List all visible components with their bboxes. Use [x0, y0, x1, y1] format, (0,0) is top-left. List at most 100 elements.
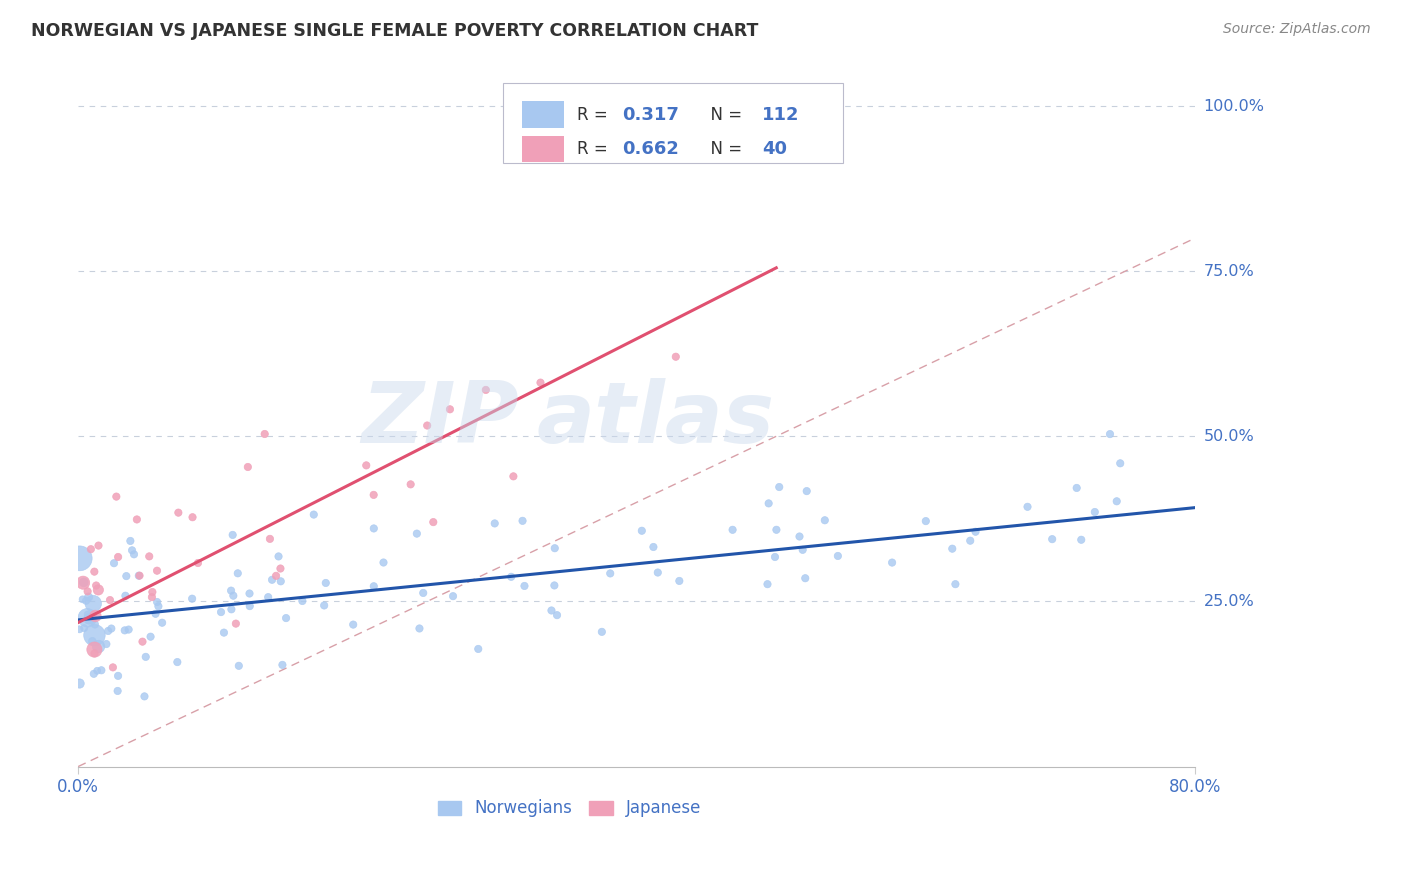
Point [87, 582, 110, 597]
Point [789, 529, 811, 543]
Text: atlas: atlas [536, 378, 775, 461]
Point [97, 624, 120, 638]
Point [546, 608, 568, 623]
Point [125, 512, 148, 526]
Point [228, 658, 250, 673]
Point [135, 649, 157, 664]
Point [965, 524, 987, 539]
Point [120, 533, 142, 548]
Point [814, 513, 837, 527]
Point [219, 583, 242, 598]
Point [342, 617, 364, 632]
Point [117, 623, 139, 637]
Point [87, 539, 110, 553]
Point [82, 597, 104, 611]
Point [238, 586, 260, 600]
Point [484, 516, 506, 531]
Point [105, 490, 128, 504]
Point [122, 547, 145, 561]
Point [77, 612, 100, 626]
Text: Source: ZipAtlas.com: Source: ZipAtlas.com [1223, 22, 1371, 37]
Text: 112: 112 [762, 105, 799, 123]
Point [84, 617, 107, 632]
Point [959, 533, 981, 548]
Point [141, 585, 163, 599]
Point [134, 690, 156, 704]
Point [408, 622, 430, 636]
Text: N =: N = [700, 105, 748, 123]
Point [77, 590, 100, 604]
Point [73, 575, 96, 590]
Point [1017, 500, 1039, 514]
Point [181, 510, 204, 524]
Point [271, 657, 294, 672]
Point [291, 594, 314, 608]
Point [630, 524, 652, 538]
Point [1066, 481, 1088, 495]
Point [83, 666, 105, 681]
Point [76, 607, 98, 622]
Point [98, 593, 121, 607]
Point [225, 616, 247, 631]
Point [253, 427, 276, 442]
Point [880, 556, 903, 570]
Point [114, 624, 136, 638]
Point [794, 571, 817, 585]
Point [270, 574, 292, 589]
Point [274, 611, 297, 625]
Point [69, 551, 91, 566]
Point [72, 575, 94, 590]
Point [128, 568, 150, 582]
Point [441, 589, 464, 603]
Point [941, 541, 963, 556]
Point [591, 624, 613, 639]
Point [513, 579, 536, 593]
Point [75, 593, 97, 607]
Point [103, 556, 125, 570]
Point [84, 609, 107, 624]
Point [96, 637, 118, 651]
Point [72, 592, 94, 607]
Point [827, 549, 849, 563]
Text: ZIP: ZIP [361, 378, 519, 461]
FancyBboxPatch shape [522, 136, 564, 162]
Point [148, 599, 170, 614]
Point [267, 549, 290, 564]
Point [1070, 533, 1092, 547]
Point [181, 591, 204, 606]
Point [73, 621, 96, 635]
Point [467, 642, 489, 657]
FancyBboxPatch shape [522, 102, 564, 128]
Point [512, 514, 534, 528]
Point [212, 625, 235, 640]
Point [1105, 494, 1128, 508]
Point [314, 599, 336, 613]
Point [796, 484, 818, 499]
Point [139, 630, 162, 644]
Text: 50.0%: 50.0% [1204, 429, 1254, 444]
Text: NORWEGIAN VS JAPANESE SINGLE FEMALE POVERTY CORRELATION CHART: NORWEGIAN VS JAPANESE SINGLE FEMALE POVE… [31, 22, 758, 40]
Point [150, 615, 173, 630]
Point [115, 569, 138, 583]
Point [758, 496, 780, 510]
Point [221, 528, 243, 542]
Point [647, 566, 669, 580]
Text: 25.0%: 25.0% [1204, 594, 1254, 609]
Point [260, 573, 283, 587]
Text: 0.662: 0.662 [621, 140, 679, 158]
Point [138, 549, 160, 564]
Point [259, 532, 281, 546]
Point [315, 576, 337, 591]
Point [765, 523, 787, 537]
Point [599, 566, 621, 581]
Point [80, 542, 103, 557]
Text: 75.0%: 75.0% [1204, 264, 1254, 278]
Point [416, 418, 439, 433]
Point [756, 577, 779, 591]
Point [269, 561, 291, 575]
Point [145, 607, 167, 621]
Point [121, 543, 143, 558]
Point [101, 660, 124, 674]
Point [1040, 532, 1063, 546]
Point [166, 655, 188, 669]
